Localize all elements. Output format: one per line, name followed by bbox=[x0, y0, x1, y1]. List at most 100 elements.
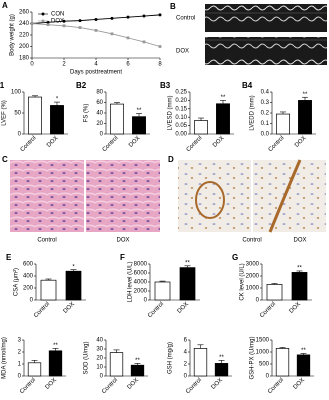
significance: ** bbox=[297, 266, 302, 272]
panel-letter: G bbox=[232, 253, 238, 262]
legend-marker bbox=[41, 19, 45, 23]
bar bbox=[28, 96, 42, 135]
y-tick-label: 1 bbox=[18, 362, 22, 368]
y-axis-label: GSH (mg/g) bbox=[168, 342, 174, 374]
y-tick-label: 0 bbox=[100, 132, 104, 138]
echo-image bbox=[205, 4, 327, 32]
x-tick-label: Control bbox=[33, 301, 51, 319]
y-axis-label: CSA (μm²) bbox=[14, 268, 20, 296]
y-tick-label: 1000 bbox=[256, 350, 270, 356]
y-tick-label: 40 bbox=[96, 111, 103, 117]
bar bbox=[298, 100, 312, 135]
legend-label: CON bbox=[51, 12, 64, 18]
significance: ** bbox=[219, 355, 224, 361]
bar bbox=[154, 281, 171, 301]
x-tick-label: Control bbox=[147, 301, 165, 319]
marker bbox=[110, 32, 114, 36]
panel-letter: B3 bbox=[160, 81, 171, 90]
x-tick-label: 0 bbox=[30, 62, 34, 68]
x-tick-label: Control bbox=[267, 377, 285, 395]
image-label: DOX bbox=[116, 238, 129, 244]
y-tick-label: 0.20 bbox=[175, 98, 187, 104]
x-tick-label: Control bbox=[268, 135, 286, 153]
y-tick-label: 2 bbox=[184, 362, 188, 368]
x-tick-label: DOX bbox=[294, 135, 307, 148]
y-tick-label: 1500 bbox=[256, 338, 270, 344]
significance: ** bbox=[185, 260, 190, 266]
x-tick-label: DOX bbox=[177, 301, 190, 314]
x-tick-label: 2 bbox=[62, 62, 66, 68]
marker bbox=[94, 17, 98, 21]
y-axis-label: LVEF (%) bbox=[2, 100, 8, 126]
y-tick-label: 240 bbox=[19, 21, 30, 27]
image-label: Control bbox=[176, 16, 195, 22]
y-tick-label: 0 bbox=[18, 374, 22, 380]
y-tick-label: 0 bbox=[18, 132, 22, 138]
y-tick-label: 0 bbox=[184, 374, 188, 380]
marker bbox=[94, 29, 98, 32]
y-tick-label: 0.3 bbox=[261, 100, 270, 106]
marker bbox=[126, 15, 130, 19]
bar bbox=[130, 364, 145, 377]
x-tick-label: Control bbox=[101, 377, 119, 395]
y-tick-label: 200 bbox=[23, 286, 34, 292]
panel-letter: B1 bbox=[0, 81, 5, 90]
y-tick-label: 8000 bbox=[134, 262, 148, 268]
x-tick-label: Control bbox=[19, 377, 37, 395]
y-axis-label: Body weight (g) bbox=[10, 14, 16, 56]
echo-image bbox=[205, 37, 327, 65]
y-axis-label: LVESD (mm) bbox=[168, 96, 174, 131]
x-tick-label: DOX bbox=[128, 135, 141, 148]
x-tick-label: 4 bbox=[94, 62, 98, 68]
legend-label: DOX bbox=[51, 19, 64, 25]
bar bbox=[266, 284, 283, 301]
x-tick-label: Control bbox=[259, 301, 277, 319]
marker bbox=[78, 26, 82, 29]
x-tick-label: DOX bbox=[289, 301, 302, 314]
y-tick-label: 1000 bbox=[246, 286, 260, 292]
x-tick-label: Control bbox=[186, 135, 204, 153]
y-tick-label: 0.0 bbox=[261, 132, 270, 138]
y-tick-label: 20 bbox=[96, 121, 103, 127]
y-tick-label: 0 bbox=[256, 298, 260, 304]
x-tick-label: 8 bbox=[158, 62, 162, 68]
significance: ** bbox=[137, 108, 142, 114]
marker bbox=[30, 22, 34, 25]
y-tick-label: 4 bbox=[184, 350, 188, 356]
panel-letter: E bbox=[6, 253, 12, 262]
histology-image bbox=[10, 160, 84, 232]
y-tick-label: 6000 bbox=[134, 271, 148, 277]
vessel bbox=[268, 159, 302, 233]
x-tick-label: DOX bbox=[211, 377, 224, 390]
bar bbox=[193, 348, 208, 377]
bar bbox=[276, 113, 290, 135]
x-tick-label: DOX bbox=[293, 377, 306, 390]
panel-letter: C bbox=[2, 155, 8, 164]
y-tick-label: 50 bbox=[14, 111, 21, 117]
y-tick-label: 0.25 bbox=[175, 90, 187, 96]
image-label: Control bbox=[37, 238, 56, 244]
y-tick-label: 0 bbox=[100, 374, 104, 380]
y-tick-label: 2 bbox=[18, 350, 22, 356]
panel-letter: B bbox=[170, 2, 176, 11]
y-tick-label: 180 bbox=[19, 56, 30, 62]
significance: ** bbox=[53, 343, 58, 349]
marker bbox=[126, 36, 130, 40]
x-tick-label: Control bbox=[102, 135, 120, 153]
bar bbox=[50, 105, 64, 135]
y-tick-label: 80 bbox=[96, 90, 103, 96]
y-tick-label: 500 bbox=[259, 362, 270, 368]
y-tick-label: 0.4 bbox=[261, 90, 270, 96]
y-tick-label: 200 bbox=[19, 44, 30, 50]
y-tick-label: 2000 bbox=[246, 274, 260, 280]
y-tick-label: 4000 bbox=[134, 280, 148, 286]
bar bbox=[214, 363, 229, 377]
y-tick-label: 60 bbox=[96, 100, 103, 106]
y-axis-label: FS (%) bbox=[84, 104, 90, 123]
ihc-image bbox=[178, 160, 251, 232]
bar bbox=[109, 352, 124, 377]
bar bbox=[216, 103, 230, 135]
significance: ** bbox=[301, 348, 306, 354]
y-tick-label: 0.10 bbox=[175, 115, 187, 121]
marker bbox=[78, 19, 82, 23]
